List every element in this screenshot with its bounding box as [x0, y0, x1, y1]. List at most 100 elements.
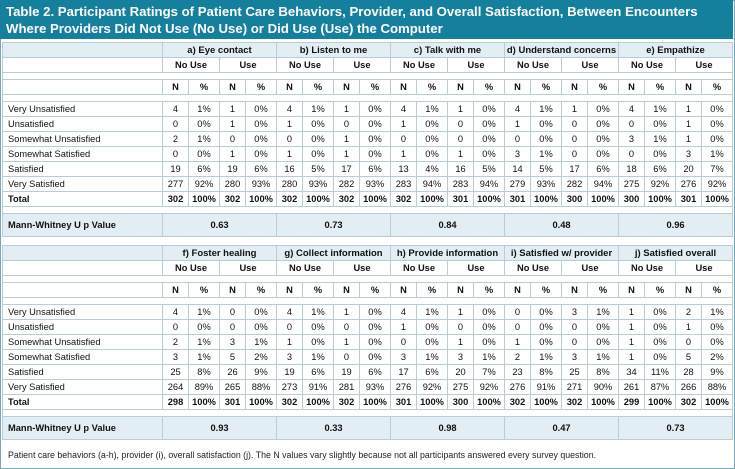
total-cell: 300 [561, 191, 588, 207]
table-cell: 0% [587, 319, 619, 335]
no-use-header: No Use [276, 57, 334, 73]
table-cell: 1% [416, 101, 448, 117]
row-label: Somewhat Unsatisfied [2, 334, 163, 350]
total-cell: 302 [162, 191, 189, 207]
total-cell: 100% [245, 394, 277, 410]
spacer-row [2, 275, 733, 283]
table-cell: 0 [561, 319, 588, 335]
table-cell: 4 [162, 304, 189, 320]
table-cell: 275 [447, 379, 474, 395]
table-row: Very Unsatisfied 4 1% 0 0% 4 1% 1 0% 4 1% 1 0% 0 0% 3 1%… [2, 304, 733, 320]
table-cell: 7% [701, 161, 733, 177]
table-cell: 0 [276, 131, 303, 147]
table-cell: 11% [644, 364, 676, 380]
table-cell: 94% [473, 176, 505, 192]
table-cell: 19 [162, 161, 189, 177]
total-cell: 100% [359, 394, 391, 410]
table-cell: 0% [473, 131, 505, 147]
table-cell: 8% [587, 364, 619, 380]
pct-header: % [644, 79, 676, 95]
table-cell: 0 [162, 319, 189, 335]
table-cell: 1% [644, 131, 676, 147]
no-use-header: No Use [276, 260, 334, 276]
total-cell: 300 [447, 394, 474, 410]
use-header: Use [447, 57, 505, 73]
use-header: Use [333, 57, 391, 73]
total-cell: 301 [390, 394, 417, 410]
table-cell: 0 [504, 319, 531, 335]
table-cell: 92% [416, 379, 448, 395]
table-cell: 0% [359, 131, 391, 147]
table-cell: 1 [276, 116, 303, 132]
table-cell: 3 [561, 349, 588, 365]
table-cell: 0 [504, 304, 531, 320]
total-cell: 302 [333, 394, 360, 410]
total-cell: 100% [473, 191, 505, 207]
ratings-table-1: a) Eye contact b) Listen to me c) Talk wit… [2, 42, 733, 237]
table-cell: 1 [276, 334, 303, 350]
table-cell: 14 [504, 161, 531, 177]
table-cell: 1% [302, 101, 334, 117]
n-header: N [333, 282, 360, 298]
table-cell: 3 [162, 349, 189, 365]
row-label: Very Satisfied [2, 379, 163, 395]
no-use-header: No Use [162, 57, 220, 73]
table-cell: 16 [276, 161, 303, 177]
p-value: 0.33 [276, 416, 391, 440]
table-cell: 1 [333, 101, 360, 117]
table-cell: 0% [644, 116, 676, 132]
table-cell: 0% [473, 146, 505, 162]
pct-header: % [473, 282, 505, 298]
p-value: 0.73 [618, 416, 733, 440]
table-cell: 6% [188, 161, 220, 177]
table-cell: 1 [447, 334, 474, 350]
table-cell: 3 [447, 349, 474, 365]
table-cell: 5% [302, 161, 334, 177]
table-cell: 6% [245, 161, 277, 177]
table-cell: 0 [333, 349, 360, 365]
table-cell: 0 [675, 334, 702, 350]
table-cell: 18 [618, 161, 645, 177]
total-cell: 302 [276, 394, 303, 410]
total-cell: 302 [333, 191, 360, 207]
table-cell: 9% [245, 364, 277, 380]
table-cell: 0% [587, 146, 619, 162]
table-cell: 0% [473, 319, 505, 335]
table-cell: 0% [188, 319, 220, 335]
total-cell: 100% [530, 394, 562, 410]
table-cell: 0 [447, 319, 474, 335]
table-cell: 1 [447, 304, 474, 320]
group-header: j) Satisfied overall [618, 245, 733, 261]
table-cell: 0% [701, 131, 733, 147]
table-cell: 0% [644, 304, 676, 320]
table-cell: 2 [504, 349, 531, 365]
table-cell: 0 [447, 131, 474, 147]
table-cell: 1 [675, 319, 702, 335]
blank-cell [2, 245, 163, 261]
table-cell: 1 [618, 349, 645, 365]
table-cell: 4 [390, 304, 417, 320]
total-cell: 100% [587, 394, 619, 410]
table-row: Satisfied 25 8% 26 9% 19 6% 19 6% 17 6% 20 7% 23 8% 25 8… [2, 364, 733, 380]
table-cell: 5 [219, 349, 246, 365]
total-cell: 100% [587, 191, 619, 207]
use-header: Use [447, 260, 505, 276]
table-cell: 6% [359, 364, 391, 380]
total-cell: 100% [701, 394, 733, 410]
table-cell: 90% [587, 379, 619, 395]
table-title: Table 2. Participant Ratings of Patient … [0, 0, 733, 39]
table-cell: 4 [618, 101, 645, 117]
mann-whitney-row: Mann-Whitney U p Value 0.63 0.73 0.84 0.48 0.… [2, 213, 733, 237]
table-cell: 1 [276, 146, 303, 162]
row-label: Very Unsatisfied [2, 101, 163, 117]
table-cell: 0% [416, 319, 448, 335]
n-header: N [162, 79, 189, 95]
pct-header: % [701, 79, 733, 95]
p-value: 0.48 [504, 213, 619, 237]
table-cell: 1 [333, 334, 360, 350]
table-cell: 20 [447, 364, 474, 380]
n-header: N [162, 282, 189, 298]
table-cell: 0% [473, 101, 505, 117]
n-header: N [390, 282, 417, 298]
table-cell: 1 [675, 101, 702, 117]
